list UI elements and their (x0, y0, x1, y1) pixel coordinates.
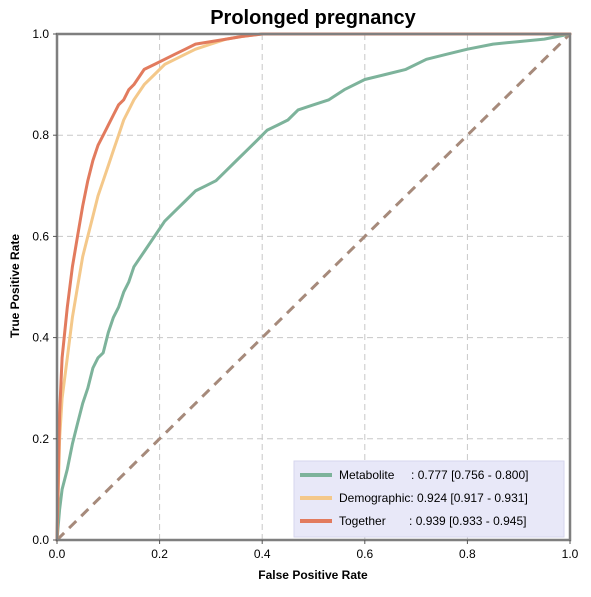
legend-label-together: Together : 0.939 [0.933 - 0.945] (339, 514, 526, 528)
grid (57, 34, 570, 540)
chance-diagonal-line (55, 32, 572, 542)
x-tick-label: 0.6 (356, 547, 373, 561)
x-tick-label: 0.8 (459, 547, 476, 561)
legend-label-metabolite: Metabolite : 0.777 [0.756 - 0.800] (339, 468, 528, 482)
plot-frame (55, 32, 572, 542)
y-tick-label: 0.6 (32, 229, 49, 243)
y-axis-ticks: 0.0 0.2 0.4 0.6 0.8 1.0 (32, 27, 57, 547)
y-tick-label: 1.0 (32, 27, 49, 41)
y-tick-label: 0.2 (32, 432, 49, 446)
x-tick-label: 0.2 (151, 547, 168, 561)
x-tick-label: 0.0 (49, 547, 66, 561)
series-line-metabolite (55, 32, 572, 542)
chart-title: Prolonged pregnancy (210, 7, 416, 29)
chance-diagonal (55, 32, 572, 542)
x-axis-ticks: 0.0 0.2 0.4 0.6 0.8 1.0 (49, 540, 579, 561)
x-tick-label: 1.0 (562, 547, 579, 561)
legend-box (293, 460, 565, 538)
legend: Metabolite : 0.777 [0.756 - 0.800] Demogr… (293, 460, 565, 538)
x-tick-label: 0.4 (254, 547, 271, 561)
legend-label-demographic: Demographic: 0.924 [0.917 - 0.931] (339, 491, 528, 505)
y-tick-label: 0.8 (32, 128, 49, 142)
x-axis-title: False Positive Rate (258, 568, 368, 582)
y-tick-label: 0.4 (32, 331, 49, 345)
y-axis-title: True Positive Rate (8, 234, 22, 338)
y-tick-label: 0.0 (32, 533, 49, 547)
